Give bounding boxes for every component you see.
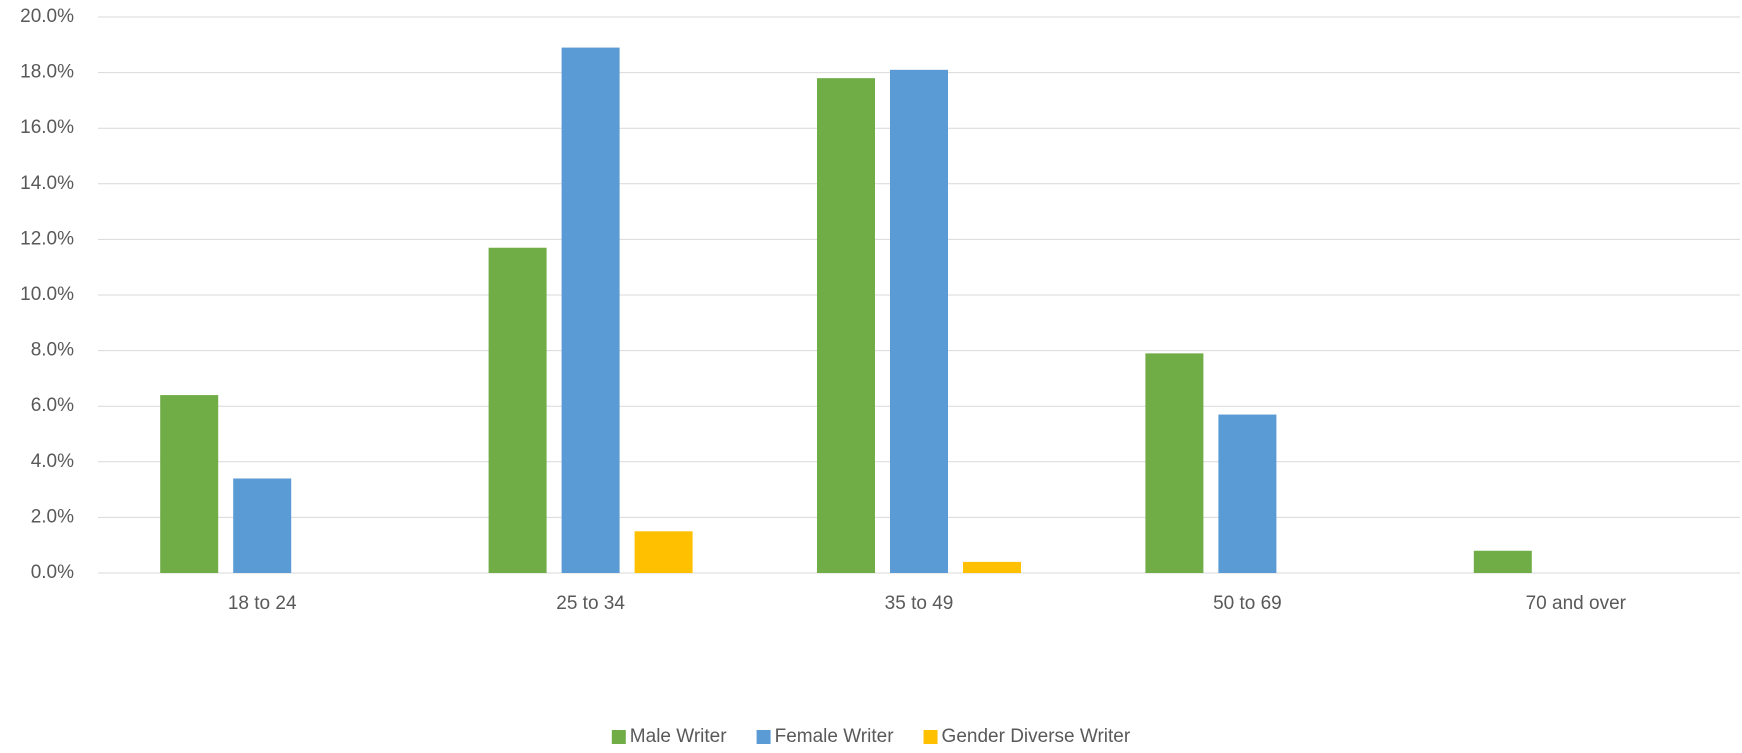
y-tick-label: 6.0% xyxy=(31,395,74,416)
bar xyxy=(561,47,620,573)
y-tick-label: 14.0% xyxy=(20,173,74,194)
bar xyxy=(1473,550,1532,573)
legend-swatch xyxy=(756,730,771,744)
y-tick-label: 0.0% xyxy=(31,562,74,583)
bar xyxy=(160,395,219,573)
legend-swatch xyxy=(923,730,938,744)
x-tick-label: 25 to 34 xyxy=(556,593,625,614)
x-tick-label: 35 to 49 xyxy=(885,593,954,614)
legend: Male Writer Female Writer Gender Diverse W… xyxy=(611,726,1131,747)
y-tick-label: 10.0% xyxy=(20,284,74,305)
bar xyxy=(890,69,948,573)
y-tick-label: 4.0% xyxy=(31,451,74,472)
y-tick-label: 12.0% xyxy=(20,228,74,249)
x-tick-label: 18 to 24 xyxy=(228,593,297,614)
bar xyxy=(1145,353,1204,573)
x-tick-label: 70 and over xyxy=(1526,593,1627,614)
y-tick-label: 20.0% xyxy=(20,6,74,27)
bar xyxy=(488,247,547,574)
bar xyxy=(634,531,693,573)
legend-swatch xyxy=(611,730,626,744)
x-tick-label: 50 to 69 xyxy=(1213,593,1282,614)
y-tick-label: 8.0% xyxy=(31,340,74,361)
bar xyxy=(1218,414,1277,573)
legend-label: Male Writer xyxy=(630,726,727,747)
bar xyxy=(817,78,875,573)
bar xyxy=(233,478,292,573)
y-tick-label: 18.0% xyxy=(20,62,74,83)
bar xyxy=(963,561,1021,573)
legend-label: Gender Diverse Writer xyxy=(942,726,1131,747)
legend-label: Female Writer xyxy=(775,726,895,747)
y-tick-label: 2.0% xyxy=(31,506,74,527)
y-tick-label: 16.0% xyxy=(20,117,74,138)
